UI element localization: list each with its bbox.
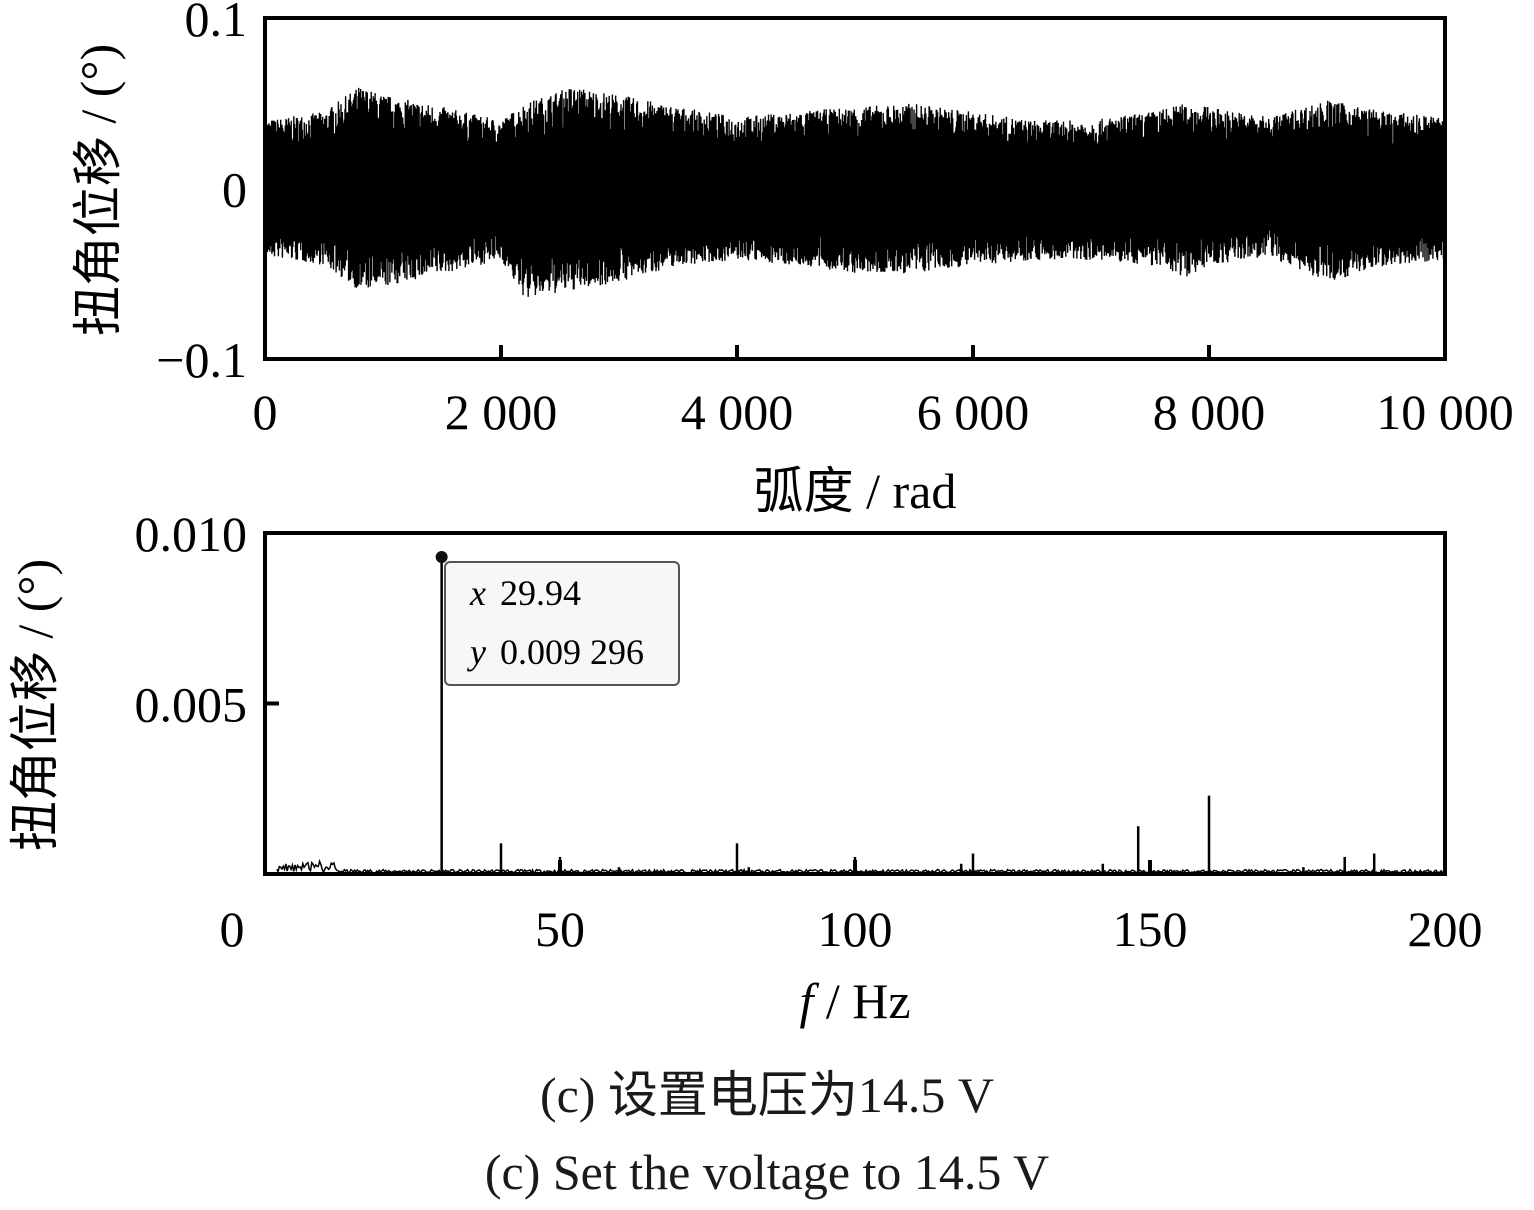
spectrum-chart: 0 50 100 150 200 0.010 0.005 f / Hz 扭角位移 / (°… [7,506,1483,1029]
signal-core-band [265,150,1445,227]
x-tick-label: 150 [1113,901,1188,957]
x-axis-label-unit: / Hz [813,973,910,1029]
y-tick-label: −0.1 [156,332,247,388]
x-tick-label: 0 [220,901,245,957]
noise-floor-line [276,858,1446,875]
datatip-y-value: 0.009 296 [500,632,644,672]
x-tick-label: 4 000 [681,384,794,440]
x-tick-label: 50 [535,901,585,957]
x-tick-label: 0 [253,384,278,440]
plot-frame [263,16,1447,361]
datatip-marker [435,551,448,564]
x-tick-label: 200 [1408,901,1483,957]
signal-trace [264,87,1446,297]
x-axis-ticks: 0 2 000 4 000 6 000 8 000 10 000 [253,345,1514,440]
datatip-box [444,561,680,686]
x-tick-label: 6 000 [917,384,1030,440]
y-tick-label: 0.010 [135,506,248,562]
x-axis-ticks: 0 50 100 150 200 [220,860,1483,957]
y-axis-label: 扭角位移 / (°) [7,559,63,851]
y-tick-label: 0.1 [185,0,248,47]
datatip[interactable]: x 29.94 y 0.009 296 [435,551,680,686]
noise-floor-trace [276,858,1446,875]
x-tick-label: 100 [818,901,893,957]
y-tick-label: 0 [222,162,247,218]
x-tick-label: 8 000 [1153,384,1266,440]
caption-english: (c) Set the voltage to 14.5 V [484,1144,1050,1200]
caption-chinese: (c) 设置电压为14.5 V [539,1067,995,1123]
x-tick-label: 10 000 [1376,384,1514,440]
x-tick-label: 2 000 [445,384,558,440]
datatip-x-value: 29.94 [500,573,581,613]
y-axis-ticks: 0.010 0.005 [135,506,279,733]
y-axis-label: 扭角位移 / (°) [70,44,126,336]
y-tick-label: 0.005 [135,677,248,733]
datatip-y-label: y [467,632,486,672]
datatip-x-label: x [469,573,486,613]
x-axis-label: f / Hz [799,973,910,1029]
x-axis-label: 弧度 / rad [754,463,957,519]
y-axis-ticks: 0.1 0 −0.1 [156,0,247,388]
